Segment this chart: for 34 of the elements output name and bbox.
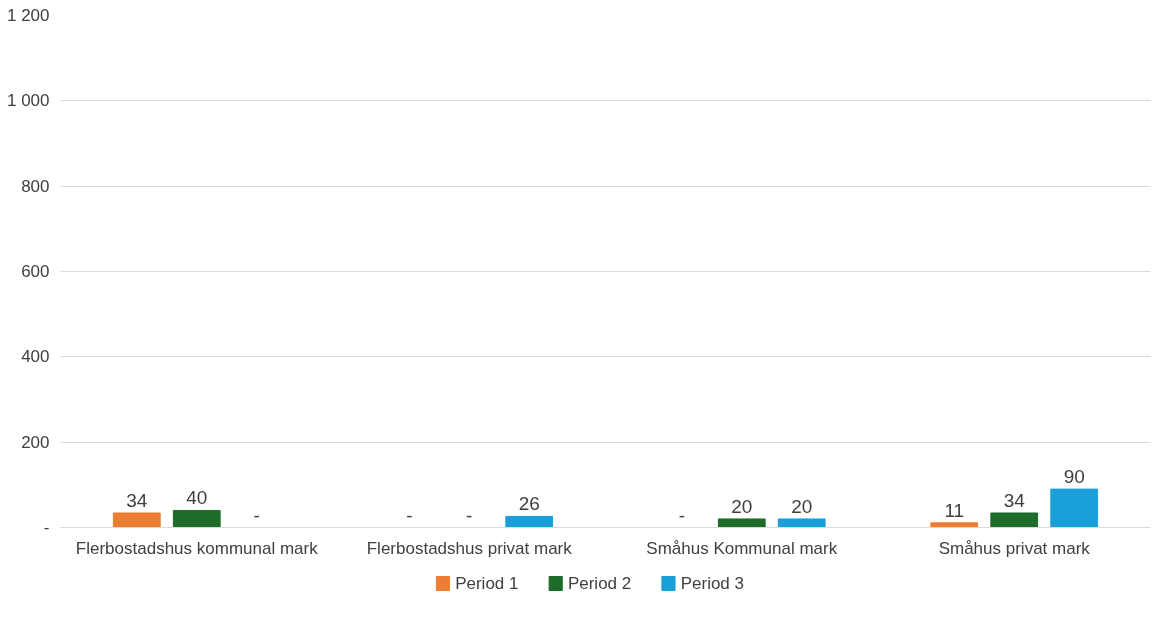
legend-label: Period 2 (567, 574, 632, 593)
y-tick-label: 200 (21, 432, 50, 452)
bar (777, 518, 826, 528)
x-tick-label: Småhus Kommunal mark (646, 538, 838, 558)
data-label: 11 (944, 499, 965, 521)
bar (505, 515, 554, 528)
data-label: 34 (1003, 489, 1026, 511)
bar (990, 512, 1039, 528)
y-tick-label: 1 200 (6, 6, 50, 25)
data-label: 20 (791, 495, 813, 517)
bar (1050, 488, 1099, 528)
data-label: 26 (518, 493, 540, 515)
bar (930, 522, 979, 528)
y-tick-label: 600 (21, 262, 50, 281)
y-tick-label: 400 (21, 347, 50, 367)
y-tick-label: - (43, 518, 50, 537)
data-label: - (678, 504, 685, 526)
data-label: 20 (731, 495, 753, 517)
data-label: - (406, 504, 413, 526)
x-tick-label: Flerbostadshus privat mark (366, 538, 573, 558)
data-label: 34 (126, 489, 148, 511)
bar (172, 509, 221, 528)
x-tick-label: Flerbostadshus kommunal mark (75, 538, 319, 558)
bar (112, 512, 161, 528)
data-label: - (253, 504, 260, 526)
bar (717, 518, 766, 528)
y-tick-label: 1 000 (6, 91, 50, 111)
legend-label: Period 3 (680, 574, 744, 593)
y-tick-label: 800 (21, 176, 50, 196)
data-label: - (466, 504, 473, 526)
data-label: 90 (1063, 466, 1085, 488)
legend-label: Period 1 (455, 574, 519, 593)
x-tick-label: Småhus privat mark (938, 538, 1091, 558)
data-label: 40 (186, 487, 208, 509)
